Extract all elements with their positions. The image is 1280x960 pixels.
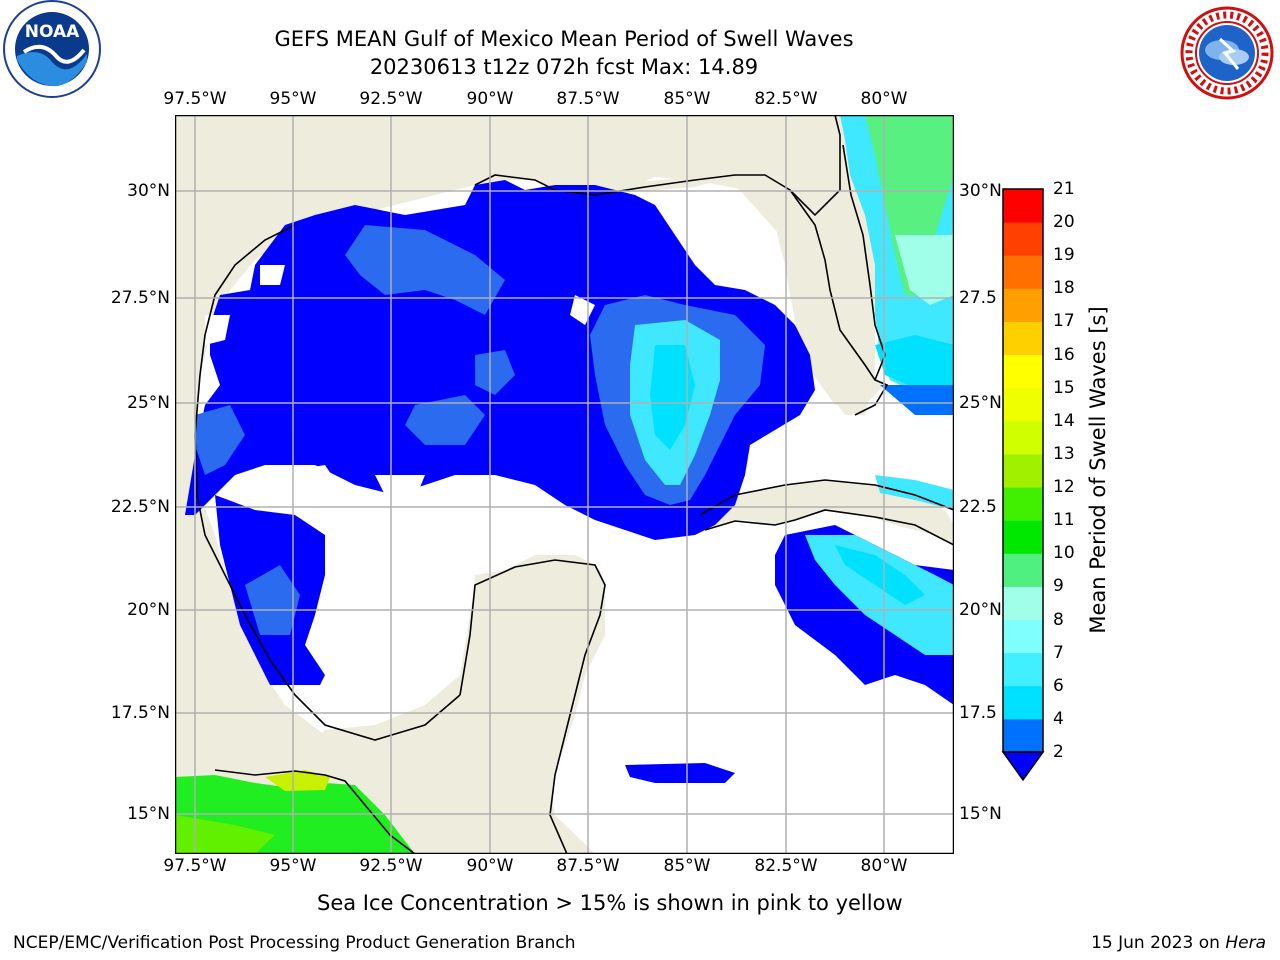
lon-label: 95°W: [269, 89, 317, 109]
lat-label: 20°N: [959, 600, 1002, 620]
chart-title: GEFS MEAN Gulf of Mexico Mean Period of …: [274, 27, 854, 51]
colorbar-tick-label: 10: [1053, 543, 1075, 564]
lat-label: 17.5: [959, 703, 997, 723]
colorbar-tick-label: 14: [1053, 410, 1075, 431]
lat-label: 17.5°N: [110, 703, 170, 723]
lon-label: 90°W: [466, 89, 514, 109]
lat-label: 15°N: [959, 804, 1002, 824]
colorbar-tick-label: 18: [1053, 278, 1075, 299]
colorbar-segment: [1003, 354, 1043, 389]
lon-label: 92.5°W: [359, 856, 423, 876]
lon-label: 92.5°W: [359, 89, 423, 109]
lat-label: 25°N: [959, 393, 1002, 413]
lon-label: 90°W: [466, 856, 514, 876]
colorbar-tick-label: 7: [1053, 642, 1064, 663]
colorbar-tick-label: 13: [1053, 443, 1075, 464]
colorbar-segment: [1003, 586, 1043, 621]
footer-date-text: 15 Jun 2023 on: [1091, 933, 1226, 953]
colorbar-segment: [1003, 288, 1043, 322]
lat-label: 15°N: [127, 804, 170, 824]
colorbar-extend-triangle: [1001, 751, 1045, 782]
colorbar-tick-label: 6: [1053, 675, 1064, 696]
lon-label: 82.5°W: [754, 89, 818, 109]
colorbar-segment: [1003, 453, 1043, 488]
colorbar-tick-label: 4: [1053, 708, 1064, 729]
colorbar: [1001, 188, 1045, 782]
colorbar-tick-label: 12: [1053, 477, 1075, 498]
chart-subtitle: 20230613 t12z 072h fcst Max: 14.89: [369, 55, 759, 79]
colorbar-label: Mean Period of Swell Waves [s]: [1086, 306, 1110, 634]
swell-period-map: [175, 115, 954, 854]
lat-label: 25°N: [127, 393, 170, 413]
lat-label: 22.5°N: [110, 497, 170, 517]
colorbar-segment: [1003, 718, 1043, 753]
coastlines: [194, 115, 954, 854]
colorbar-tick-label: 8: [1053, 609, 1064, 630]
footer-host: Hera: [1225, 933, 1266, 953]
sea-ice-note: Sea Ice Concentration > 15% is shown in …: [317, 891, 903, 915]
lon-label: 87.5°W: [556, 89, 620, 109]
lat-label: 30°N: [127, 181, 170, 201]
lon-label: 85°W: [663, 89, 711, 109]
colorbar-tick-label: 16: [1053, 344, 1075, 365]
colorbar-tick-label: 21: [1053, 179, 1075, 199]
colorbar-segment: [1003, 553, 1043, 587]
lat-label: 20°N: [127, 600, 170, 620]
colorbar-tick-label: 17: [1053, 311, 1075, 332]
map-frame: [175, 115, 954, 854]
colorbar-tick-label: 15: [1053, 377, 1075, 398]
colorbar-tick-label: 9: [1053, 576, 1064, 597]
lon-label: 80°W: [860, 856, 908, 876]
graticule: [175, 115, 954, 854]
colorbar-segment: [1003, 387, 1043, 422]
lon-label: 97.5°W: [163, 856, 227, 876]
lon-label: 80°W: [860, 89, 908, 109]
footer-credit: NCEP/EMC/Verification Post Processing Pr…: [13, 933, 576, 953]
colorbar-segment: [1003, 420, 1043, 455]
colorbar-tick-label: 2: [1053, 742, 1064, 762]
colorbar-segment: [1003, 321, 1043, 356]
footer-date: 15 Jun 2023 on Hera: [1091, 933, 1266, 953]
lat-label: 22.5: [959, 497, 997, 517]
colorbar-segment: [1003, 189, 1043, 223]
lon-label: 85°W: [663, 856, 711, 876]
lon-label: 95°W: [269, 856, 317, 876]
colorbar-segment: [1003, 652, 1043, 687]
colorbar-tick-label: 11: [1053, 510, 1075, 531]
colorbar-segment: [1003, 520, 1043, 554]
colorbar-segment: [1003, 685, 1043, 720]
nws-logo: [1180, 6, 1274, 100]
colorbar-segment: [1003, 222, 1043, 256]
lon-label: 87.5°W: [556, 856, 620, 876]
colorbar-frame: [1002, 188, 1044, 753]
noaa-logo: NOAA: [3, 0, 101, 98]
lon-label: 82.5°W: [754, 856, 818, 876]
lat-label: 27.5: [959, 288, 997, 308]
lat-label: 27.5°N: [110, 288, 170, 308]
lat-label: 30°N: [959, 181, 1002, 201]
swell-field: [175, 115, 954, 854]
colorbar-segment: [1003, 619, 1043, 654]
colorbar-segment: [1003, 487, 1043, 521]
colorbar-segment: [1003, 255, 1043, 289]
colorbar-tick-label: 20: [1053, 212, 1075, 233]
colorbar-tick-label: 19: [1053, 245, 1075, 266]
lon-label: 97.5°W: [163, 89, 227, 109]
svg-text:NOAA: NOAA: [25, 22, 80, 42]
